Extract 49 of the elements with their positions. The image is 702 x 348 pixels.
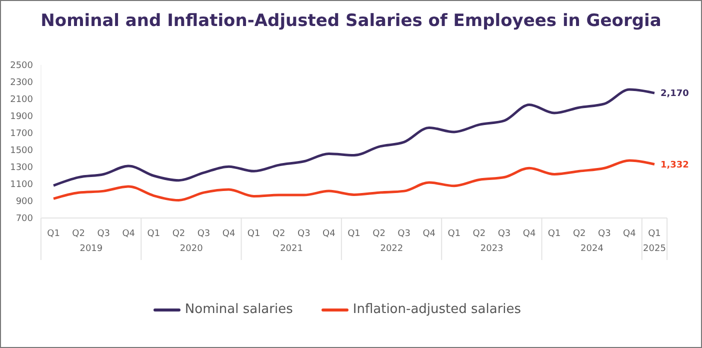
y-tick-label: 2100	[10, 95, 34, 106]
line-series	[52, 159, 656, 202]
x-tick-label: Q3	[97, 229, 110, 239]
y-tick-label: 1900	[10, 112, 34, 122]
text: 2020	[180, 244, 204, 254]
chart-title: Nominal and Inflation-Adjusted Salaries of Employees in Georgia	[40, 11, 662, 31]
y-tick-label: 1100	[10, 180, 34, 190]
legend-label: Inflation-adjusted salaries	[352, 302, 522, 317]
x-tick-label: Q1	[247, 229, 260, 239]
x-tick-label: Q4	[222, 229, 236, 239]
text: 2023	[480, 244, 504, 254]
x-tick-label: Q1	[648, 229, 661, 239]
y-tick-label: 1700	[10, 129, 34, 140]
data-label: 1,332	[660, 160, 689, 170]
x-tick-label: Q3	[598, 229, 611, 239]
text: 2024	[580, 244, 604, 254]
y-tick-label: 2300	[10, 78, 34, 88]
x-tick-label: Q4	[122, 229, 136, 239]
x-tick-label: Q1	[548, 229, 561, 239]
x-tick-label: Q3	[298, 229, 310, 239]
x-tick-label: Q2	[572, 229, 586, 239]
x-tick-label: Q3	[498, 229, 511, 239]
text: 2021	[280, 244, 303, 254]
y-tick-label: 1300	[10, 163, 34, 174]
x-tick-label: Q2	[472, 229, 486, 239]
x-tick-label: Q3	[197, 229, 210, 239]
legend-label: Nominal salaries	[184, 302, 293, 317]
data-label: 2,170	[660, 89, 689, 100]
x-tick-label: Q2	[172, 229, 186, 239]
text: 2022	[380, 244, 404, 254]
line-series	[52, 88, 656, 187]
y-tick-label: 2500	[10, 61, 34, 72]
y-tick-label: 900	[16, 197, 34, 208]
x-tick-label: Q2	[72, 229, 85, 239]
x-tick-label: Q4	[623, 229, 636, 239]
x-tick-label: Q1	[348, 229, 360, 239]
x-tick-label: Q3	[398, 229, 410, 239]
x-tick-label: Q2	[372, 229, 386, 239]
x-tick-label: Q1	[448, 229, 461, 239]
x-tick-label: Q2	[272, 229, 286, 239]
x-tick-label: Q1	[47, 229, 60, 239]
x-tick-label: Q1	[147, 229, 160, 239]
text: 2025	[643, 244, 666, 254]
y-tick-label: 1500	[10, 146, 34, 156]
y-tick-label: 700	[16, 214, 34, 224]
x-tick-label: Q4	[522, 229, 536, 239]
x-tick-label: Q4	[322, 229, 336, 239]
text: 2019	[80, 244, 103, 254]
x-tick-label: Q4	[422, 229, 436, 239]
